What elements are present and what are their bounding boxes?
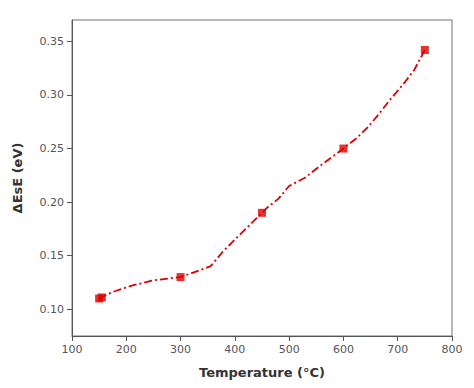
svg-text:0.25: 0.25 [40, 142, 65, 155]
svg-text:100: 100 [62, 343, 83, 356]
svg-text:0.10: 0.10 [40, 303, 65, 316]
svg-text:500: 500 [279, 343, 300, 356]
svg-text:0.30: 0.30 [40, 88, 65, 101]
svg-text:700: 700 [387, 343, 408, 356]
svg-text:800: 800 [442, 343, 463, 356]
svg-text:0.20: 0.20 [40, 196, 65, 209]
svg-text:600: 600 [333, 343, 354, 356]
svg-text:300: 300 [170, 343, 191, 356]
svg-text:400: 400 [224, 343, 245, 356]
svg-text:ΔEsE (eV): ΔEsE (eV) [10, 143, 25, 214]
svg-text:0.35: 0.35 [40, 35, 65, 48]
svg-text:200: 200 [116, 343, 137, 356]
svg-text:0.15: 0.15 [40, 249, 65, 262]
svg-text:Temperature (°C): Temperature (°C) [199, 365, 325, 380]
